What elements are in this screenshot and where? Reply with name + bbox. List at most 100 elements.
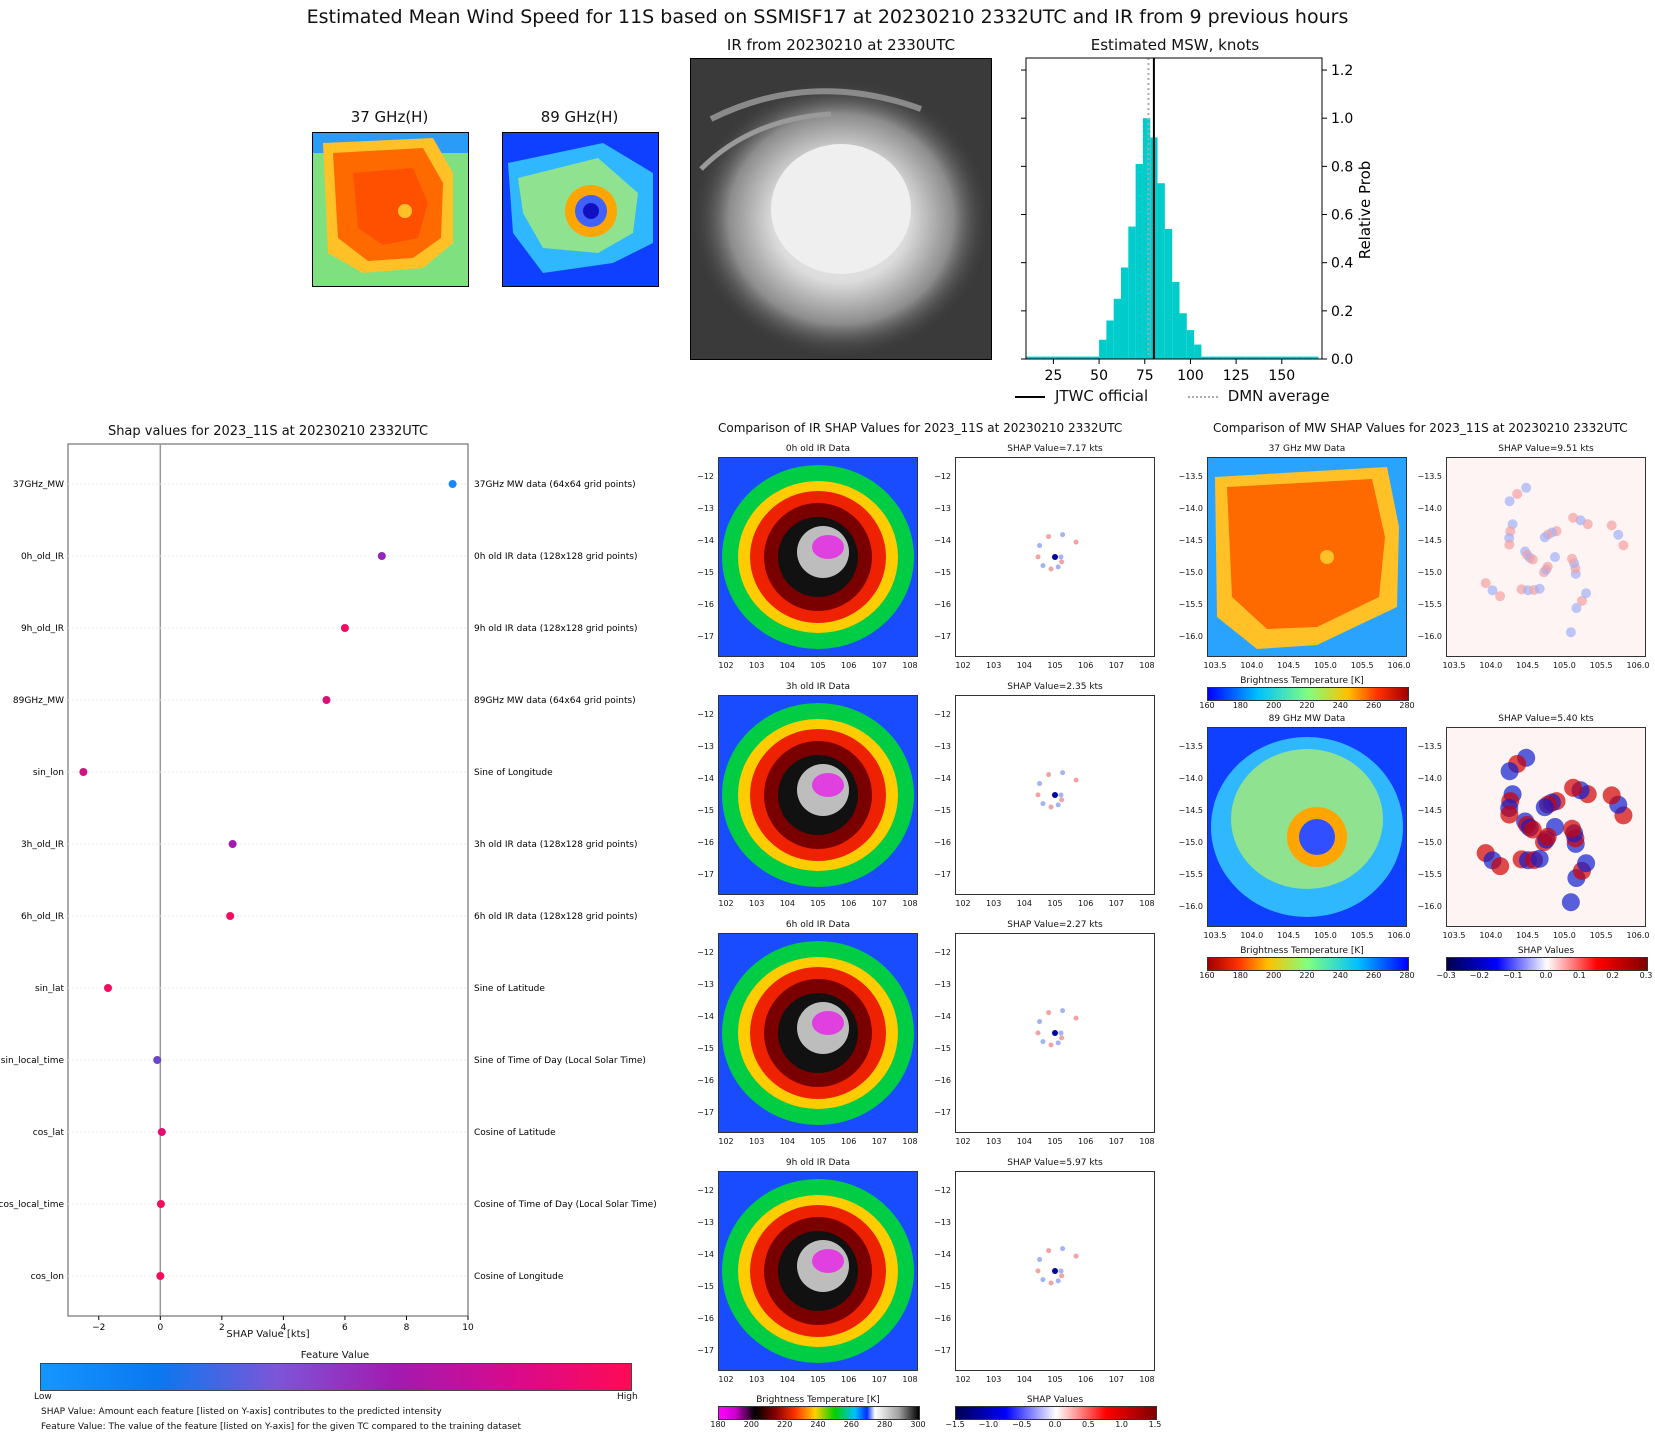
mw89-image [502,132,659,287]
y-tick-label: −13 [697,742,714,751]
feature-name-label: 0h_old_IR [21,552,64,562]
x-tick-label: 103 [986,661,1002,670]
y-tick-label: 1.0 [1331,111,1353,127]
y-tick-label: −13 [697,980,714,989]
feature-desc-label: 3h old IR data (128x128 grid points) [474,840,637,850]
x-tick-label: 103 [749,899,765,908]
shap-point [156,1272,165,1280]
y-tick-label: −12 [934,710,951,719]
y-tick-label: −16.0 [1178,632,1203,641]
y-tick-label: −17 [697,632,714,641]
y-tick-label: −13 [934,1218,951,1227]
x-tick-label: 104.0 [1479,931,1503,940]
y-tick-label: −12 [697,710,714,719]
y-tick-label: −16 [934,838,951,847]
colorbar-tick-label: −0.5 [1011,1420,1032,1429]
histogram-bar [1201,356,1209,359]
colorbar-tick-label: 180 [1232,971,1248,980]
ir-data-panel-title: 3h old IR Data [785,682,851,692]
feature-desc-label: Cosine of Longitude [474,1272,564,1282]
ir-shap-ticks: −1.5 −1.0 −0.5 0.0 0.5 1.0 1.5 [945,1420,1161,1432]
x-tick-label: 75 [1136,368,1154,384]
mw-shap-ticks: −0.3 −0.2 −0.1 0.0 0.1 0.2 0.3 [1436,971,1652,983]
x-tick-label: 104 [779,1137,795,1146]
histogram-bar [1069,356,1078,359]
feature-desc-label: Cosine of Time of Day (Local Solar Time) [474,1200,657,1210]
shap-x-tick-label: 8 [404,1323,410,1333]
shap-scatter: 37GHz_MW 37GHz MW data (64x64 grid points… [0,443,657,1333]
colorbar-high-label: High [617,1392,638,1402]
colorbar-tick-label: 0.2 [1606,971,1620,980]
feature-desc-label: Sine of Latitude [474,984,545,994]
colorbar-tick-label: 280 [1399,971,1415,980]
histogram-bar [1172,281,1180,359]
x-tick-label: 107 [871,1375,887,1384]
ir-shap-panel-plot [955,695,1155,895]
colorbar-tick-label: 0.3 [1639,971,1653,980]
ir-shap-panel-plot [955,457,1155,657]
x-tick-label: 108 [902,1375,918,1384]
y-tick-label: −17 [697,870,714,879]
x-tick-label: 102 [718,1375,734,1384]
feature-desc-label: 6h old IR data (128x128 grid points) [474,912,637,922]
x-tick-label: 105.5 [1350,661,1374,670]
y-tick-label: −14 [934,774,951,783]
y-tick-label: −15.0 [1417,838,1442,847]
x-tick-label: 104.5 [1277,931,1301,940]
x-tick-label: 102 [718,1137,734,1146]
x-tick-label: 107 [1108,1375,1124,1384]
histogram-bar [1237,356,1246,359]
x-tick-label: 106.0 [1626,931,1650,940]
x-tick-label: 106 [841,1375,857,1384]
y-tick-label: −15 [697,806,714,815]
y-tick-label: 0.6 [1331,208,1353,224]
histogram-bar [1296,356,1304,359]
ir-title: IR from 20230210 at 2330UTC [726,36,956,54]
ir-shap-panel-plot [955,933,1155,1133]
histogram-bar [1091,356,1100,359]
mw37-image [312,132,469,287]
ir-data-panel-plot [718,695,918,895]
y-tick-label: −14.5 [1417,536,1442,545]
shap-point [157,1128,166,1136]
histogram-bar [1252,356,1260,359]
x-tick-label: 107 [871,661,887,670]
feature-value-colorbar [40,1363,632,1391]
colorbar-tick-label: 280 [1399,701,1415,710]
y-tick-label: −17 [934,632,951,641]
colorbar-tick-label: −1.0 [978,1420,999,1429]
y-tick-label: −14 [697,774,714,783]
histogram-bar [1047,356,1056,359]
shap-x-tick-label: 2 [219,1323,225,1333]
ir-shap-panel-plot [955,1171,1155,1371]
y-tick-label: −15.0 [1417,568,1442,577]
colorbar-tick-label: 200 [1266,971,1282,980]
shap-point [340,624,349,632]
ir-image [690,58,992,360]
histogram-bar [1216,356,1224,359]
feature-desc-label: Cosine of Latitude [474,1128,556,1138]
x-tick-label: 105.0 [1552,661,1576,670]
mw89-data-panel-title: 89 GHz MW Data [1268,714,1346,724]
mw89-bt-ticks: 160 180 200 220 240 260 280 [1199,971,1414,983]
x-tick-label: 106 [841,1137,857,1146]
mw-shap-colorbar [1446,957,1648,971]
mw89-title: 89 GHz(H) [540,108,619,126]
x-tick-label: 108 [1139,661,1155,670]
y-tick-label: −15 [697,568,714,577]
histogram-bar [1267,356,1275,359]
page-title: Estimated Mean Wind Speed for 11S based … [306,6,1349,28]
histogram-bar [1259,356,1268,359]
x-tick-label: 104 [1016,899,1032,908]
ir-data-panel-plot [718,1171,918,1371]
x-tick-label: 103 [986,1137,1002,1146]
feature-desc-label: Sine of Longitude [474,768,553,778]
y-tick-label: −15 [934,1044,951,1053]
y-tick-label: −17 [697,1346,714,1355]
x-tick-label: 106.0 [1626,661,1650,670]
y-tick-label: −13.5 [1417,742,1442,751]
histogram-bar [1157,183,1165,359]
y-tick-label: 0.2 [1331,304,1353,320]
colorbar-tick-label: −0.3 [1436,971,1456,980]
feature-name-label: cos_lon [31,1272,64,1282]
